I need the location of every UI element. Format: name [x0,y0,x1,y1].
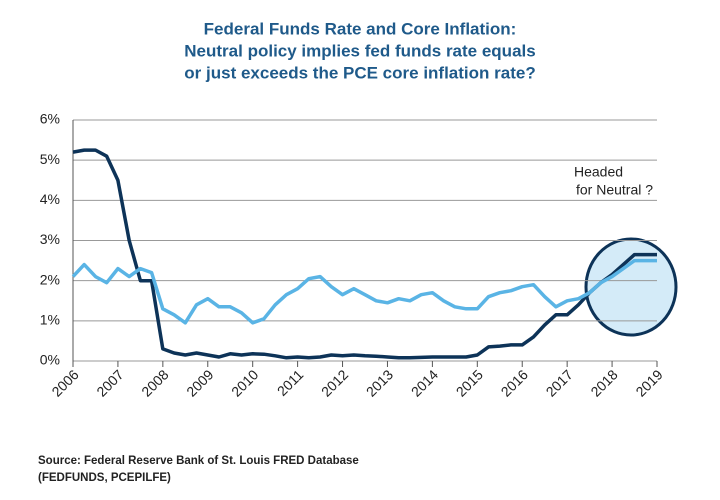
x-tick-label: 2011 [274,366,307,399]
x-tick-label: 2009 [183,366,216,399]
y-tick-label: 0% [40,352,60,368]
y-tick-label: 4% [40,191,60,207]
y-tick-label: 6% [40,111,60,127]
y-tick-label: 3% [40,231,60,247]
x-tick-label: 2010 [228,366,261,399]
highlight-ellipse [584,237,678,337]
x-tick-label: 2006 [48,366,81,399]
x-tick-label: 2013 [363,366,396,399]
chart-title: Neutral policy implies fed funds rate eq… [184,41,535,60]
source-note: Source: Federal Reserve Bank of St. Loui… [38,455,359,467]
x-tick-label: 2016 [498,366,531,399]
x-tick-label: 2015 [453,366,486,399]
y-tick-label: 2% [40,271,60,287]
data-line [71,258,657,325]
annotation: Headed [574,164,623,180]
x-tick-label: 2007 [93,366,126,399]
x-tick-label: 2012 [318,366,351,399]
annotation: for Neutral ? [576,182,653,198]
chart-title: Federal Funds Rate and Core Inflation: [204,19,517,38]
y-tick-label: 5% [40,151,60,167]
x-tick-label: 2018 [587,366,620,399]
x-tick-label: 2017 [543,366,576,399]
x-tick-label: 2014 [408,366,441,399]
plot-area: 0% 1% 2% 3% 4% 5% 6% 2006 2007 2008 2009 2010 2011 20… [40,111,666,400]
x-tick-label: 2008 [138,366,171,399]
x-tick-label: 2019 [632,366,665,399]
data-line [72,148,657,360]
y-tick-label: 1% [40,312,60,328]
source-note: (FEDFUNDS, PCEPILFE) [38,472,171,484]
chart-title: or just exceeds the PCE core inflation r… [184,63,535,82]
